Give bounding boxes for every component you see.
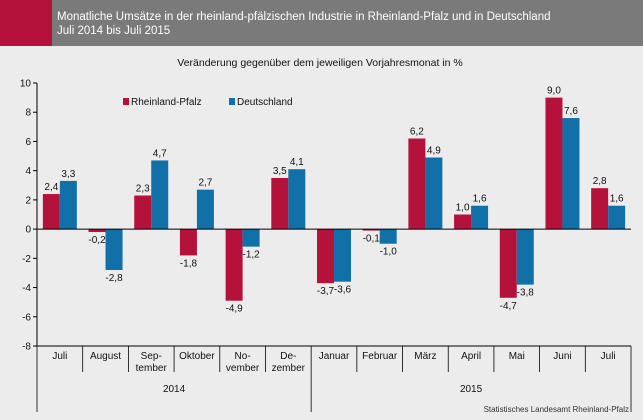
y-tick-label: -6 [22, 312, 31, 323]
y-tick-label: -2 [22, 254, 31, 265]
bar-rheinland-pfalz [408, 138, 426, 230]
data-label-rheinland-pfalz: 6,2 [410, 127, 424, 138]
x-category-label: Juli [52, 351, 67, 362]
data-label-rheinland-pfalz: 1,0 [456, 203, 470, 214]
data-label-rheinland-pfalz: 2,8 [593, 176, 607, 187]
bar-rheinland-pfalz [454, 214, 472, 230]
chart-title: Monatliche Umsätze in der rheinland-pfäl… [57, 11, 551, 23]
bar-rheinland-pfalz [591, 188, 609, 230]
bar-rheinland-pfalz [317, 229, 334, 284]
data-label-deutschland: -2,8 [105, 273, 123, 284]
data-label-deutschland: 4,1 [290, 157, 304, 168]
legend-swatch-deutschland [229, 98, 235, 105]
bar-deutschland [516, 229, 534, 285]
data-label-rheinland-pfalz: -0,2 [88, 235, 106, 246]
bar-deutschland [151, 160, 169, 230]
bar-deutschland [425, 157, 443, 230]
bar-rheinland-pfalz [499, 229, 517, 298]
data-label-deutschland: 2,7 [198, 178, 212, 189]
data-label-rheinland-pfalz: 9,0 [547, 86, 561, 97]
data-label-rheinland-pfalz: -1,8 [180, 258, 198, 269]
x-category-label: tember [136, 363, 168, 374]
x-category-label: Juli [601, 351, 616, 362]
data-label-deutschland: 3,3 [61, 169, 75, 180]
x-category-label: August [90, 351, 121, 362]
bar-deutschland [471, 205, 489, 230]
x-year-label: 2014 [163, 384, 186, 395]
data-label-deutschland: 7,6 [564, 106, 578, 117]
x-category-label: Februar [362, 351, 398, 362]
bar-deutschland [379, 229, 397, 244]
legend-label-rheinland-pfalz: Rheinland-Pfalz [131, 97, 202, 108]
data-label-rheinland-pfalz: 2,3 [136, 184, 150, 195]
y-tick-label: 4 [25, 166, 31, 177]
bar-rheinland-pfalz [134, 195, 152, 230]
y-tick-label: 6 [25, 137, 31, 148]
bar-deutschland [59, 180, 77, 230]
bar-rheinland-pfalz [225, 229, 243, 301]
bar-rheinland-pfalz [545, 97, 563, 230]
header-accent [0, 0, 52, 46]
bar-chart: Veränderung gegenüber dem jeweiligen Vor… [20, 57, 632, 412]
chart-period: Juli 2014 bis Juli 2015 [57, 25, 171, 37]
data-label-deutschland: 4,7 [153, 148, 167, 159]
bar-rheinland-pfalz [362, 229, 380, 231]
data-label-rheinland-pfalz: -0,1 [363, 234, 381, 245]
x-category-label: Januar [319, 351, 350, 362]
chart-subtitle: Veränderung gegenüber dem jeweiligen Vor… [177, 57, 462, 69]
x-category-label: Sep- [141, 351, 162, 362]
x-category-label: No- [235, 351, 251, 362]
data-label-rheinland-pfalz: 2,4 [44, 182, 58, 193]
y-tick-label: 2 [25, 195, 31, 206]
bar-rheinland-pfalz [271, 177, 289, 230]
legend-swatch-rheinland-pfalz [123, 98, 129, 105]
y-tick-label: 8 [25, 108, 31, 119]
data-label-rheinland-pfalz: -4,7 [500, 301, 518, 312]
bar-rheinland-pfalz [88, 229, 106, 233]
legend-label-deutschland: Deutschland [237, 97, 293, 108]
x-category-label: Mai [509, 351, 525, 362]
data-label-deutschland: 1,6 [473, 194, 487, 205]
data-label-deutschland: 1,6 [610, 194, 624, 205]
bar-deutschland [334, 229, 351, 282]
x-category-label: zember [272, 363, 306, 374]
data-label-rheinland-pfalz: 3,5 [273, 166, 287, 177]
bar-deutschland [196, 189, 214, 230]
y-tick-label: 0 [25, 225, 31, 236]
data-label-deutschland: -3,8 [517, 288, 535, 299]
x-category-label: De- [280, 351, 296, 362]
y-tick-label: -8 [22, 342, 31, 353]
data-label-rheinland-pfalz: -4,9 [225, 304, 243, 315]
data-label-rheinland-pfalz: -3,7 [317, 286, 335, 297]
x-category-label: vember [226, 363, 260, 374]
x-year-label: 2015 [460, 384, 483, 395]
bar-rheinland-pfalz [42, 194, 60, 230]
bar-deutschland [288, 169, 306, 230]
bar-deutschland [105, 229, 123, 271]
data-label-deutschland: -1,0 [380, 247, 398, 258]
data-label-deutschland: 4,9 [427, 146, 441, 157]
x-category-label: April [461, 351, 481, 362]
bar-deutschland [242, 229, 260, 247]
source-note: Statistisches Landesamt Rheinland-Pfalz [483, 405, 629, 414]
bar-deutschland [562, 118, 580, 230]
y-tick-label: -4 [22, 283, 31, 294]
y-tick-label: 10 [20, 79, 32, 90]
x-category-label: März [414, 351, 436, 362]
x-category-label: Oktober [179, 351, 215, 362]
bar-deutschland [608, 205, 626, 230]
data-label-deutschland: -1,2 [242, 250, 260, 261]
data-label-deutschland: -3,6 [334, 285, 352, 296]
header-band [0, 0, 643, 46]
bar-rheinland-pfalz [179, 229, 197, 256]
x-category-label: Juni [553, 351, 571, 362]
